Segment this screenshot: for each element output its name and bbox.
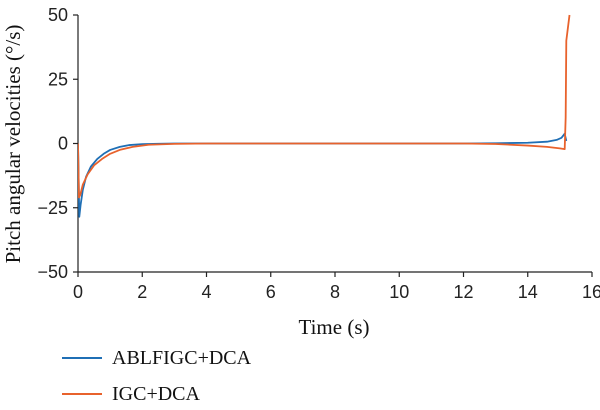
x-tick-label: 4 [201,282,211,302]
legend-label-1: ABLFIGC+DCA [112,347,252,369]
series-layer [78,14,571,218]
y-tick-label: −50 [37,262,68,282]
x-axis-title: Time (s) [299,315,370,339]
y-tick-label: 50 [48,5,68,25]
x-tick-label: 2 [137,282,147,302]
x-tick-label: 12 [453,282,473,302]
y-axis-title: Pitch angular velocities (°/s) [1,25,25,264]
y-tick-label: 25 [48,69,68,89]
x-tick-label: 0 [73,282,83,302]
series-line-1 [78,132,568,218]
legend-label-2: IGC+DCA [112,383,201,405]
y-tick-label: −25 [37,198,68,218]
x-tick-label: 10 [389,282,409,302]
x-tick-label: 6 [266,282,276,302]
x-tick-label: 8 [330,282,340,302]
x-tick-label: 14 [518,282,538,302]
axes: 0 2 4 6 8 10 12 14 16 50 25 0 −25 −50 [37,5,600,302]
legend: ABLFIGC+DCA IGC+DCA [62,347,252,405]
series-line-2 [78,14,571,199]
y-tick-label: 0 [58,134,68,154]
x-tick-label: 16 [582,282,600,302]
